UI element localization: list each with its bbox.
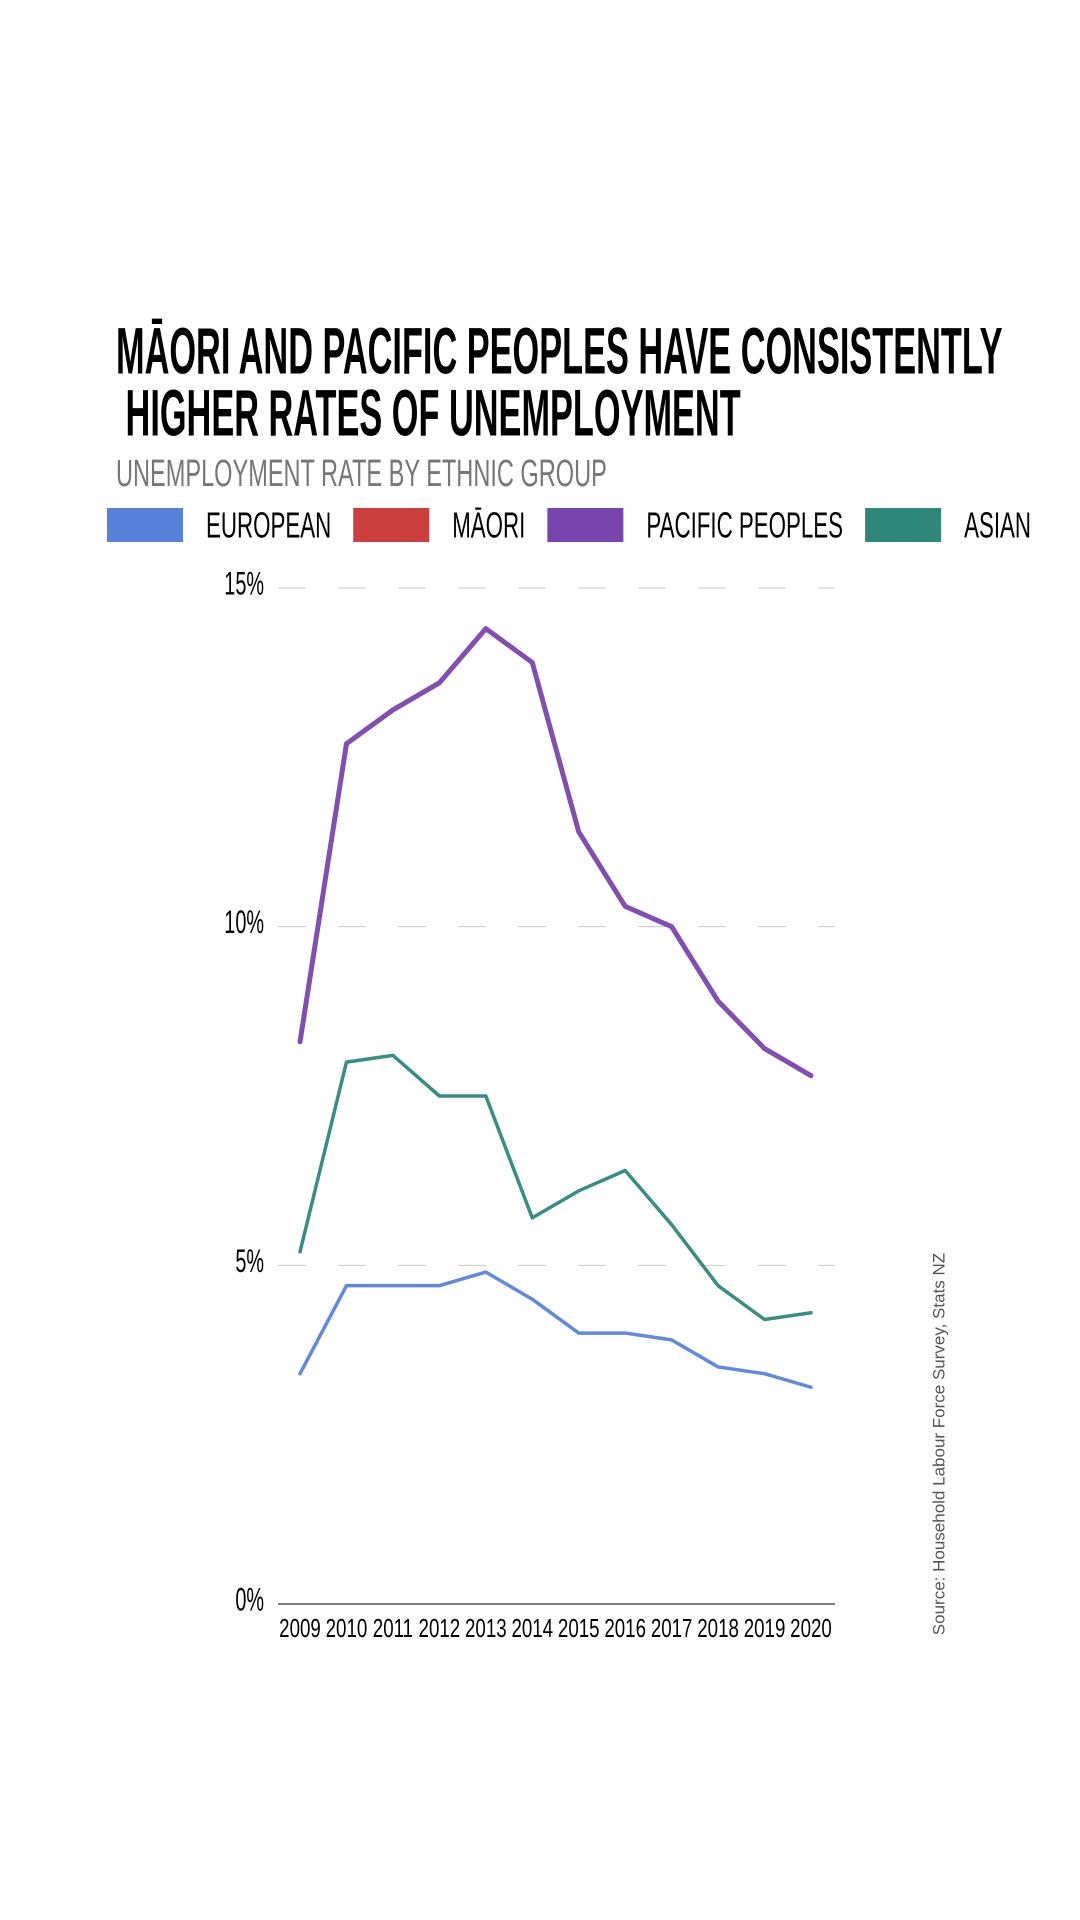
series-line [297,626,814,1079]
legend-swatch [353,508,430,542]
y-tick-label: 5% [235,1243,264,1279]
x-tick-label: 2019 [744,1613,786,1643]
legend-label: ASIAN [964,506,1031,546]
x-tick-label: 2010 [326,1613,368,1643]
series-line [298,1270,813,1389]
x-tick-label: 2012 [419,1613,461,1643]
chart-subtitle: UNEMPLOYMENT RATE BY ETHNIC GROUP [116,451,607,494]
x-tick-label: 2015 [558,1613,600,1643]
legend-swatch [547,508,624,542]
x-tick-label: 2016 [604,1613,646,1643]
series-line [298,1053,813,1322]
y-tick-label: 15% [224,566,264,602]
x-tick-label: 2011 [373,1613,413,1643]
legend-label: MĀORI [452,506,525,546]
legend-label: PACIFIC PEOPLES [646,506,843,546]
chart-title: MĀORI AND PACIFIC PEOPLES HAVE CONSISTEN… [116,314,1003,450]
x-tick-label: 2020 [790,1613,832,1643]
y-tick-label: 0% [235,1582,264,1618]
legend-swatch [107,508,183,542]
x-tick-label: 2014 [511,1613,553,1643]
x-tick-label: 2009 [279,1613,321,1643]
y-tick-label: 10% [224,904,264,940]
x-tick-label: 2017 [651,1613,693,1643]
x-tick-label: 2013 [465,1613,507,1643]
x-tick-label: 2018 [697,1613,739,1643]
legend-label: EUROPEAN [206,506,331,546]
source-note: Source: Household Labour Force Survey, S… [929,1253,948,1635]
legend-swatch [865,508,942,542]
